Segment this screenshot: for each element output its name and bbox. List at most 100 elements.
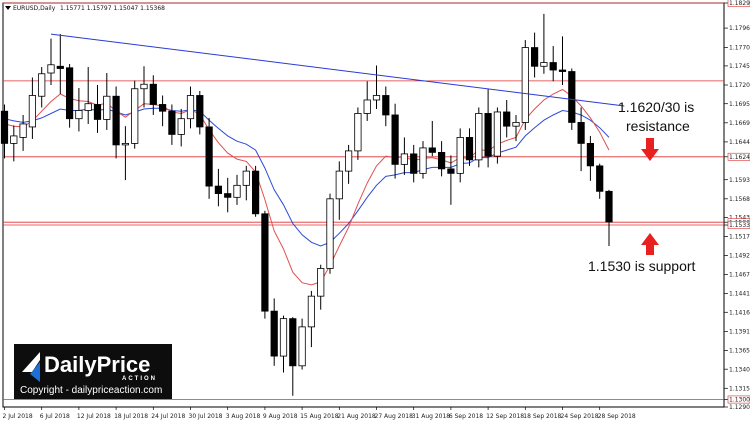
y-tick-label: 1.13910 [729,328,750,335]
candle-body-bear [503,111,511,127]
candle [233,174,241,205]
candle [251,165,260,217]
candle [214,168,222,207]
level-price-box [727,0,750,7]
candle-body-bull [121,143,129,146]
candle-body-bear [465,137,474,161]
candle [66,64,74,128]
candle [28,77,37,139]
support-text: 1.1530 is support [588,258,696,274]
resistance-text-line1: 1.1620/30 is [618,99,694,115]
x-tick-label: 21 Aug 2018 [337,413,376,420]
candle-body-bear [428,147,436,153]
y-tick-label: 1.17200 [729,82,750,89]
candle-body-bull [521,47,529,123]
candle [140,66,148,108]
candle [465,128,474,166]
time-axis: 2 Jul 2018 6 Jul 2018 12 Jul 2018 18 Jul 20… [3,407,636,420]
candle-body-bear [410,153,418,174]
candle-body-bear [261,213,269,312]
candle [298,318,306,370]
candle [354,107,362,160]
candle-body-bull [298,326,306,367]
logo-brand-text: DailyPrice [44,352,150,377]
candle [38,67,46,108]
candle [289,317,297,396]
candle-body-bull [10,135,18,144]
y-tick-label: 1.15330 [729,222,750,229]
x-tick-label: 3 Aug 2018 [226,413,261,420]
candle [410,144,418,183]
candle-body-bull [140,83,148,90]
candle-body-bear [214,185,222,194]
x-tick-label: 27 Aug 2018 [375,413,414,420]
y-tick-label: 1.16695 [729,120,750,127]
candle [512,114,520,142]
candle-body-bear [577,122,585,144]
candle-body-bull [307,295,316,328]
x-tick-label: 15 Aug 2018 [300,413,339,420]
candle [531,32,539,78]
candle [93,84,102,133]
candle-body-bull [47,64,55,74]
candle-body-bear [586,143,595,167]
candle-body-bull [19,123,27,138]
logo-mark-icon [22,352,40,382]
dropdown-triangle-icon[interactable] [5,6,11,10]
candle [484,88,492,168]
candle-body-bear [382,95,390,116]
candle-body-bull [131,88,139,144]
candle-body-bull [84,103,92,111]
logo-background [14,344,172,399]
up-arrow-icon [641,233,659,255]
price-axis: 1.18295 1.17960 1.17700 1.17455 1.17200 1.169… [724,0,750,411]
level-price-box [727,395,750,404]
candle [112,86,120,159]
candle [456,128,464,183]
candle [419,141,427,179]
x-tick-label: 31 Aug 2018 [412,413,451,420]
candle [437,141,446,177]
x-tick-label: 24 Sep 2018 [561,413,599,420]
candle-body-bull [242,170,250,186]
symbol-label: EURUSD,Daily [13,5,56,12]
candle [586,135,595,181]
candle [196,90,204,135]
candle-body-bull [419,147,427,174]
y-tick-label: 1.17960 [729,25,750,32]
candle-body-bull [317,268,325,297]
x-tick-label: 18 Sep 2018 [523,413,561,420]
candle [242,165,250,201]
candle-body-bull [372,95,381,101]
candle [493,107,502,164]
candle-body-bull [186,95,195,120]
candle [372,65,381,109]
candle-body-bear [196,95,204,128]
candle-body-bear [447,168,455,174]
y-tick-label: 1.15680 [729,196,750,203]
candle [0,104,9,159]
candle [344,144,353,184]
candle [577,107,585,172]
y-tick-label: 1.15430 [729,215,750,222]
y-tick-label: 1.17455 [729,63,750,70]
ohlc-label: 1.15771 1.15797 1.15047 1.15368 [60,5,165,12]
candle [19,114,27,151]
candle-body-bear [93,104,102,120]
x-tick-label: 12 Sep 2018 [486,413,524,420]
candle-body-bear [568,71,576,123]
y-tick-label: 1.16440 [729,139,750,146]
candle-body-bull [512,122,520,127]
candle [177,108,185,147]
brand-logo: DailyPrice ACTION Copyright - dailyprice… [14,344,172,399]
horizontal-levels [3,2,724,400]
candle [121,126,129,181]
candle-body-bear [66,67,74,120]
y-tick-label: 1.14925 [729,252,750,259]
candle [503,99,511,138]
candle [335,161,343,220]
y-tick-label: 1.17700 [729,45,750,52]
candle [103,73,111,130]
candle [56,34,64,94]
